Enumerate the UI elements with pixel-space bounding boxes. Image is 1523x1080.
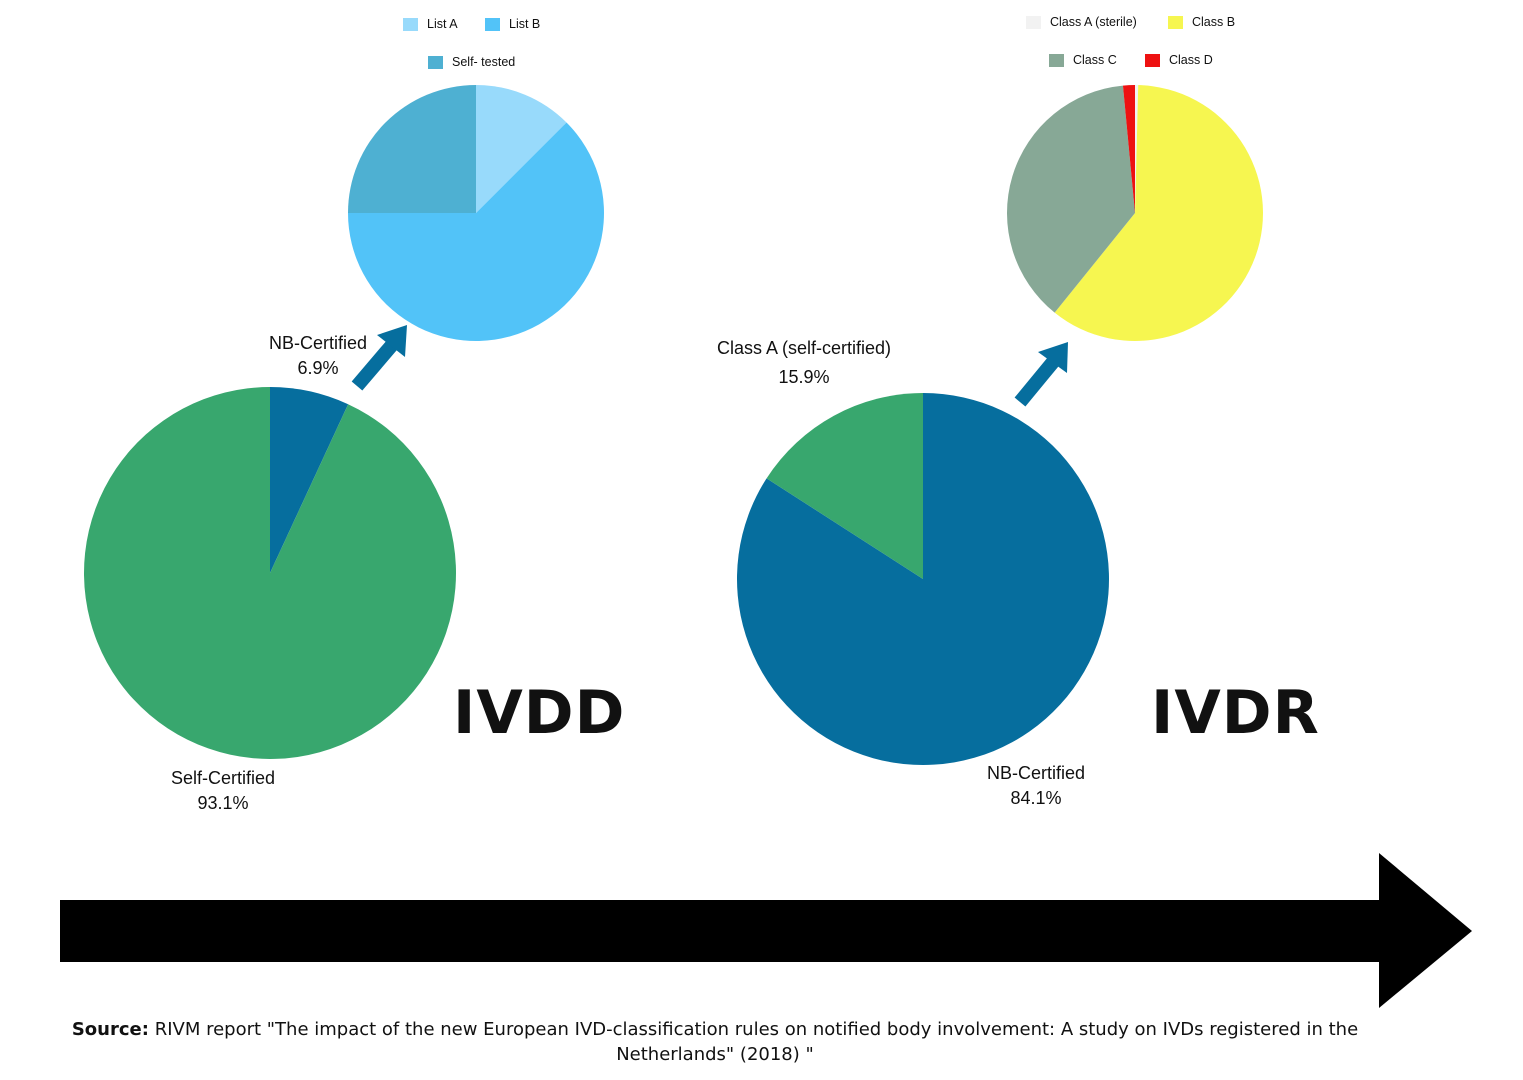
legend-item-class-c: Class C bbox=[1049, 53, 1117, 67]
legend-item-class-a-sterile: Class A (sterile) bbox=[1026, 15, 1137, 29]
ivdd-title: IVDD bbox=[453, 678, 626, 748]
ivdd-nb-certified-label: NB-Certified 6.9% bbox=[248, 331, 388, 381]
pie-slice-self-certified bbox=[83, 387, 456, 759]
pie-slice-list-b bbox=[348, 122, 604, 342]
slice-label: Class A (self-certified) bbox=[716, 338, 892, 358]
slice-label: NB-Certified bbox=[268, 333, 368, 353]
legend-swatch bbox=[1049, 53, 1064, 67]
slice-percent: 84.1% bbox=[1010, 788, 1062, 808]
legend-label: Class D bbox=[1169, 53, 1213, 67]
ivdr-arrow-icon bbox=[1014, 342, 1068, 407]
legend-swatch bbox=[428, 55, 443, 69]
ivdr-nb-certified-label: NB-Certified 84.1% bbox=[956, 761, 1116, 811]
pie-slice-nb-certified bbox=[737, 393, 1109, 765]
legend-swatch bbox=[1026, 15, 1041, 29]
ivdd-self-certified-label: Self-Certified 93.1% bbox=[143, 766, 303, 816]
legend-label: List B bbox=[509, 17, 541, 31]
legend-label: Self- tested bbox=[452, 55, 516, 69]
legend-label: Class A (sterile) bbox=[1050, 15, 1137, 29]
legend-swatch bbox=[1168, 15, 1183, 29]
pie-slice-list-a bbox=[476, 85, 567, 213]
ivdr-class-a-label: Class A (self-certified) 15.9% bbox=[694, 336, 914, 390]
source-note: Source: RIVM report "The impact of the n… bbox=[60, 1017, 1370, 1067]
pie-slice-class-c bbox=[1007, 85, 1135, 313]
legend-label: Class B bbox=[1192, 15, 1236, 29]
legend-label: List A bbox=[427, 17, 458, 31]
legend-item-self-tested: Self- tested bbox=[428, 55, 515, 69]
pie-slice-self-tested bbox=[348, 85, 476, 213]
timeline-arrow-icon bbox=[60, 853, 1472, 1008]
slice-percent: 6.9% bbox=[297, 358, 339, 378]
pie-slice-class-a-sterile bbox=[1135, 85, 1139, 213]
source-text: RIVM report "The impact of the new Europ… bbox=[154, 1019, 1359, 1065]
ivdd-arrow-icon bbox=[351, 325, 407, 391]
legend-item-class-d: Class D bbox=[1145, 53, 1213, 67]
pie-slice-class-a-self-certified bbox=[766, 393, 923, 579]
source-prefix: Source: bbox=[71, 1019, 149, 1040]
slice-label: Self-Certified bbox=[170, 768, 276, 788]
ivdr-title: IVDR bbox=[1151, 678, 1320, 748]
legend-swatch bbox=[403, 17, 418, 31]
slice-label: NB-Certified bbox=[986, 763, 1086, 783]
legend-label: Class C bbox=[1073, 53, 1117, 67]
pie-slice-class-d bbox=[1122, 85, 1135, 213]
slice-percent: 93.1% bbox=[197, 793, 249, 813]
slice-percent: 15.9% bbox=[778, 367, 830, 387]
legend-item-class-b: Class B bbox=[1168, 15, 1235, 29]
legend-swatch bbox=[1145, 53, 1160, 67]
legend-item-list-b: List B bbox=[485, 17, 540, 31]
pie-slice-nb-certified bbox=[270, 387, 349, 573]
pie-slice-class-b bbox=[1054, 85, 1263, 341]
legend-item-list-a: List A bbox=[403, 17, 458, 31]
legend-swatch bbox=[485, 17, 500, 31]
